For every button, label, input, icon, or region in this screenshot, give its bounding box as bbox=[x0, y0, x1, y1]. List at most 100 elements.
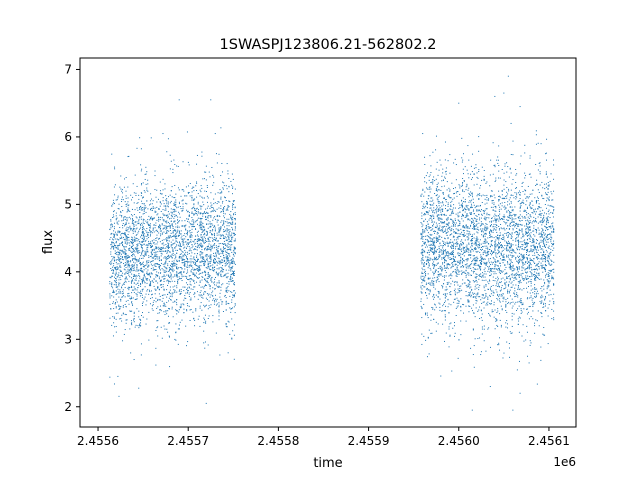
data-point bbox=[165, 258, 167, 260]
data-point bbox=[462, 257, 464, 259]
data-point bbox=[183, 270, 185, 272]
data-point bbox=[424, 286, 426, 288]
data-point bbox=[476, 244, 478, 246]
data-point bbox=[190, 271, 192, 273]
data-point bbox=[439, 242, 441, 244]
data-point bbox=[438, 214, 440, 216]
data-point bbox=[224, 263, 226, 265]
data-point bbox=[143, 280, 145, 282]
data-point bbox=[112, 266, 114, 268]
data-point bbox=[169, 168, 171, 170]
data-point bbox=[226, 282, 228, 284]
data-point bbox=[162, 297, 164, 299]
data-point bbox=[126, 220, 128, 222]
data-point bbox=[151, 245, 153, 247]
data-point bbox=[457, 225, 459, 227]
data-point bbox=[439, 159, 441, 161]
data-point bbox=[465, 225, 467, 227]
data-point bbox=[466, 236, 468, 238]
data-point bbox=[431, 244, 433, 246]
data-point bbox=[177, 244, 179, 246]
data-point bbox=[422, 238, 424, 240]
data-point bbox=[117, 251, 119, 253]
data-point bbox=[199, 305, 201, 307]
data-point bbox=[231, 280, 233, 282]
data-point bbox=[462, 181, 464, 183]
data-point bbox=[190, 284, 192, 286]
data-point bbox=[214, 255, 216, 257]
data-point bbox=[457, 305, 459, 307]
data-point bbox=[132, 289, 134, 291]
data-point bbox=[130, 260, 132, 262]
data-point bbox=[429, 291, 431, 293]
data-point bbox=[452, 188, 454, 190]
data-point bbox=[122, 259, 124, 261]
data-point bbox=[423, 264, 425, 266]
data-point bbox=[232, 229, 234, 231]
data-point bbox=[141, 253, 143, 255]
data-point bbox=[113, 270, 115, 272]
data-point bbox=[125, 256, 127, 258]
data-point bbox=[232, 200, 234, 202]
data-point bbox=[138, 238, 140, 240]
data-point bbox=[162, 305, 164, 307]
data-point bbox=[150, 297, 152, 299]
data-point bbox=[462, 247, 464, 249]
data-point bbox=[114, 266, 116, 268]
data-point bbox=[157, 258, 159, 260]
data-point bbox=[176, 313, 178, 315]
data-point bbox=[231, 228, 233, 230]
data-point bbox=[462, 210, 464, 212]
data-point bbox=[167, 206, 169, 208]
data-point bbox=[177, 219, 179, 221]
data-point bbox=[188, 242, 190, 244]
data-point bbox=[121, 242, 123, 244]
data-point bbox=[206, 186, 208, 188]
data-point bbox=[122, 227, 124, 229]
data-point bbox=[116, 301, 118, 303]
data-point bbox=[176, 252, 178, 254]
data-point bbox=[156, 201, 158, 203]
data-point bbox=[427, 259, 429, 261]
data-point bbox=[195, 261, 197, 263]
data-point bbox=[168, 335, 170, 337]
data-point bbox=[439, 218, 441, 220]
data-point bbox=[126, 243, 128, 245]
data-point bbox=[199, 281, 201, 283]
data-point bbox=[450, 241, 452, 243]
data-point bbox=[444, 256, 446, 258]
data-point bbox=[435, 210, 437, 212]
data-point bbox=[169, 269, 170, 271]
data-point bbox=[112, 242, 114, 244]
data-point bbox=[140, 263, 142, 265]
data-point bbox=[220, 221, 222, 223]
data-point bbox=[143, 269, 145, 271]
data-point bbox=[178, 235, 179, 237]
data-point bbox=[163, 288, 165, 290]
data-point bbox=[139, 217, 141, 219]
data-point bbox=[191, 265, 193, 267]
data-point bbox=[121, 261, 123, 263]
data-point bbox=[148, 285, 150, 287]
data-point bbox=[187, 192, 189, 194]
data-point bbox=[230, 269, 232, 271]
data-point bbox=[154, 243, 156, 245]
data-point bbox=[175, 223, 177, 225]
data-point bbox=[111, 245, 113, 247]
data-point bbox=[222, 200, 224, 202]
data-point bbox=[200, 257, 202, 259]
data-point bbox=[475, 243, 477, 245]
data-point bbox=[447, 224, 449, 226]
data-point bbox=[121, 241, 123, 243]
data-point bbox=[149, 283, 151, 285]
data-point bbox=[155, 276, 157, 278]
data-point bbox=[199, 239, 201, 241]
data-point bbox=[180, 288, 182, 290]
data-point bbox=[124, 242, 126, 244]
data-point bbox=[469, 227, 471, 229]
data-point bbox=[173, 214, 175, 216]
data-point bbox=[454, 294, 456, 296]
data-point bbox=[435, 149, 437, 151]
data-point bbox=[174, 236, 176, 238]
data-point bbox=[429, 174, 431, 176]
